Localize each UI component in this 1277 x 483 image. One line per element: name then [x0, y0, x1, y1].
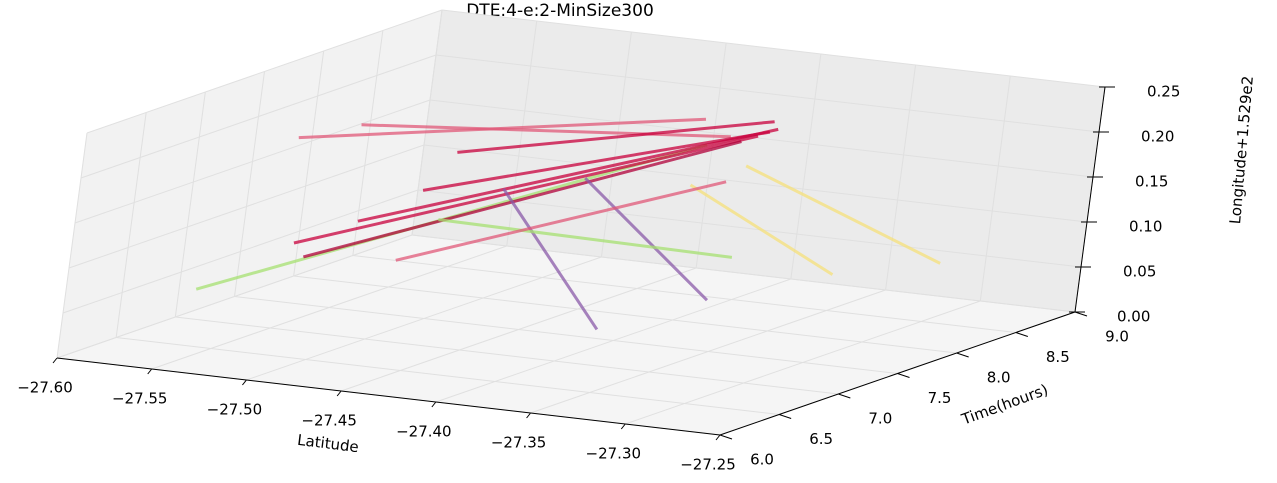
grid-line — [68, 144, 425, 269]
tick-mark — [1015, 332, 1028, 337]
grid-line — [80, 54, 437, 179]
trajectory — [422, 130, 771, 192]
grid-line — [411, 234, 1076, 313]
grid-line — [695, 42, 727, 269]
tick-mark — [719, 434, 733, 440]
y-tick-label: 7.0 — [868, 410, 892, 428]
tick-mark — [431, 401, 437, 408]
tick-mark — [147, 368, 153, 375]
trajectory — [689, 183, 834, 276]
tick-mark — [620, 423, 626, 430]
x-tick-label: −27.45 — [301, 412, 357, 430]
x-tick-label: −27.60 — [17, 379, 73, 397]
axis-line — [56, 357, 721, 436]
grid-line — [234, 71, 265, 297]
tick-mark — [336, 390, 342, 397]
grid-line — [56, 234, 413, 359]
x-tick-label: −27.55 — [112, 390, 168, 408]
z-axis-label: Longitude+1.529e2 — [1226, 75, 1257, 225]
grid-line — [293, 50, 325, 277]
trajectory — [457, 120, 775, 154]
grid-line — [62, 189, 419, 314]
grid-line — [116, 337, 780, 415]
tick-mark — [715, 434, 721, 441]
grid-line — [979, 75, 1011, 302]
x-tick-label: −27.40 — [396, 423, 452, 441]
trajectory — [395, 180, 727, 262]
grid-line — [417, 189, 1082, 268]
grid-line — [234, 296, 898, 374]
z-tick-label: 0.05 — [1123, 263, 1156, 281]
grid-line — [175, 316, 839, 395]
tick-mark — [956, 352, 969, 358]
tick-mark — [526, 412, 531, 419]
z-tick-label: 0.00 — [1117, 308, 1150, 326]
z-tick-label: 0.20 — [1141, 128, 1174, 146]
grid-line — [74, 99, 431, 224]
axis-line — [719, 311, 1076, 436]
trajectory — [745, 164, 941, 265]
grid-line — [411, 9, 443, 236]
tick-mark — [779, 414, 792, 419]
y-tick-label: 6.0 — [750, 451, 774, 469]
grid-line — [423, 144, 1088, 223]
trajectory — [293, 134, 759, 245]
grid-line — [293, 275, 957, 354]
grid-line — [352, 255, 1016, 333]
x-tick-label: −27.35 — [491, 434, 547, 452]
trajectory — [584, 177, 709, 302]
chart-title: DTE:4-e:2-MinSize300 — [466, 1, 654, 21]
z-tick-label: 0.15 — [1135, 173, 1168, 191]
pane — [412, 10, 1105, 312]
trajectory — [438, 218, 733, 259]
trajectory — [502, 187, 599, 331]
x-tick-label: −27.50 — [207, 401, 263, 419]
trajectory — [357, 127, 779, 223]
y-axis-label: Time(hours) — [958, 381, 1050, 429]
tick-mark — [52, 357, 58, 364]
trajectory — [302, 140, 742, 259]
grid-line — [435, 54, 1100, 133]
y-tick-label: 7.5 — [928, 389, 952, 407]
y-tick-label: 9.0 — [1105, 328, 1129, 346]
grid-line — [429, 99, 1094, 178]
z-tick-label: 0.25 — [1147, 83, 1180, 101]
tick-mark — [242, 379, 247, 386]
grid-line — [115, 112, 147, 338]
grid-line — [885, 64, 917, 291]
y-tick-label: 8.0 — [987, 369, 1011, 387]
y-tick-label: 8.5 — [1046, 348, 1070, 366]
trajectory — [361, 123, 731, 139]
grid-line — [790, 53, 822, 280]
grid-line — [506, 20, 538, 247]
z-tick-label: 0.10 — [1129, 218, 1162, 236]
grid-line — [352, 30, 384, 256]
grid-line — [174, 91, 206, 318]
x-tick-label: −27.25 — [680, 456, 736, 474]
tick-mark — [897, 373, 910, 378]
tick-mark — [838, 393, 851, 399]
y-tick-label: 6.5 — [809, 430, 833, 448]
x-tick-label: −27.30 — [586, 445, 642, 463]
axis-line — [1074, 86, 1106, 313]
tick-mark — [1074, 311, 1088, 317]
grid-line — [441, 9, 1106, 88]
x-axis-label: Latitude — [296, 431, 359, 456]
grid-line — [56, 132, 88, 359]
grid-line — [86, 9, 443, 134]
grid-line — [600, 31, 632, 258]
